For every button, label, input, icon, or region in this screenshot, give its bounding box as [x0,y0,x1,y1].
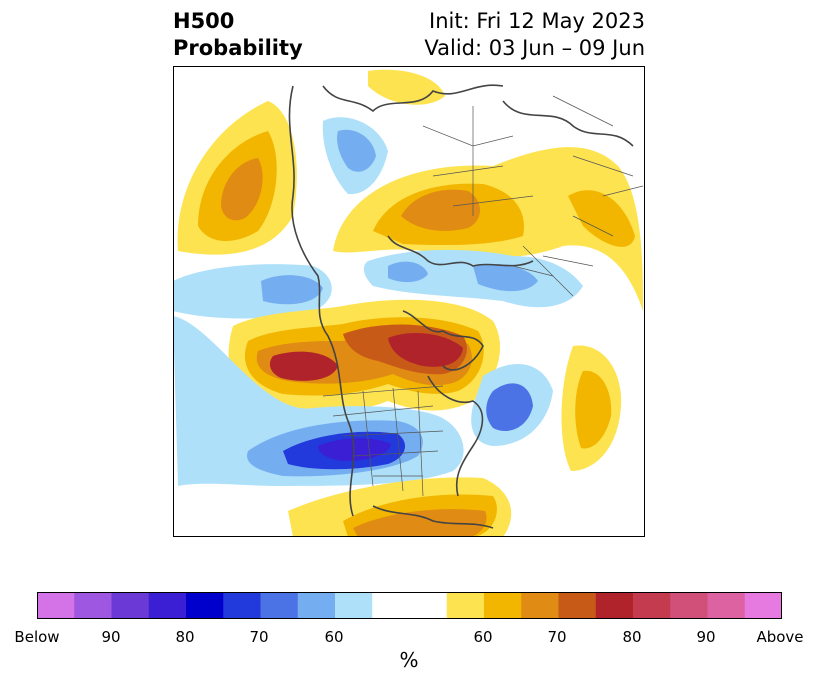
title-init-date: Init: Fri 12 May 2023 [429,9,645,33]
colorbar-cell [484,592,522,619]
colorbar-label-above-60: 60 [473,628,493,646]
colorbar-tick-labels: Below 90 80 70 60 60 70 80 90 Above [0,628,819,648]
anomaly-below-north-america [173,316,553,486]
colorbar [37,592,782,619]
map-canvas [173,66,645,537]
colorbar-cell [372,592,411,619]
anomaly-below-europe [322,117,583,308]
anomaly-above-canada [228,299,501,413]
colorbar-label-below-80: 80 [175,628,195,646]
colorbar-cell [670,592,709,619]
colorbar-cell [521,592,560,619]
anomaly-above-bering [177,101,297,255]
colorbar-label-above: Above [756,628,804,646]
anomaly-above-atlantic [561,345,622,471]
colorbar-label-below-70: 70 [249,628,269,646]
colorbar-label-below-90: 90 [101,628,121,646]
colorbar-cell [186,592,224,619]
colorbar-label-above-90: 90 [696,628,716,646]
colorbar-cell [409,592,448,619]
colorbar-label-above-70: 70 [547,628,567,646]
colorbar-cell [111,592,150,619]
colorbar-cell [297,592,336,619]
coastlines [288,84,634,529]
colorbar-cell [148,592,187,619]
probability-map [173,66,645,537]
colorbar-cell [744,592,782,619]
colorbar-cell [223,592,262,619]
chart-title-right: Init: Fri 12 May 2023 Valid: 03 Jun – 09… [424,8,645,62]
map-border [173,66,645,537]
colorbar-cell [260,592,299,619]
colorbar-cell [595,592,634,619]
anomaly-below-pacific [173,264,332,319]
anomaly-above-siberia [333,69,643,311]
colorbar-cell [558,592,597,619]
colorbar-cell [707,592,746,619]
colorbar-cell [74,592,113,619]
title-variable: H500 [173,9,235,33]
chart-title-left: H500 Probability [173,8,303,62]
colorbar-cell [335,592,373,619]
title-valid-range: Valid: 03 Jun – 09 Jun [424,36,645,60]
political-borders [322,95,644,497]
colorbar-label-above-80: 80 [622,628,642,646]
colorbar-label-below-60: 60 [324,628,344,646]
title-type: Probability [173,36,303,60]
colorbar-cell [633,592,671,619]
colorbar-unit: % [399,648,419,672]
colorbar-cell [37,592,75,619]
colorbar-label-below: Below [14,628,60,646]
colorbar-cell [446,592,485,619]
